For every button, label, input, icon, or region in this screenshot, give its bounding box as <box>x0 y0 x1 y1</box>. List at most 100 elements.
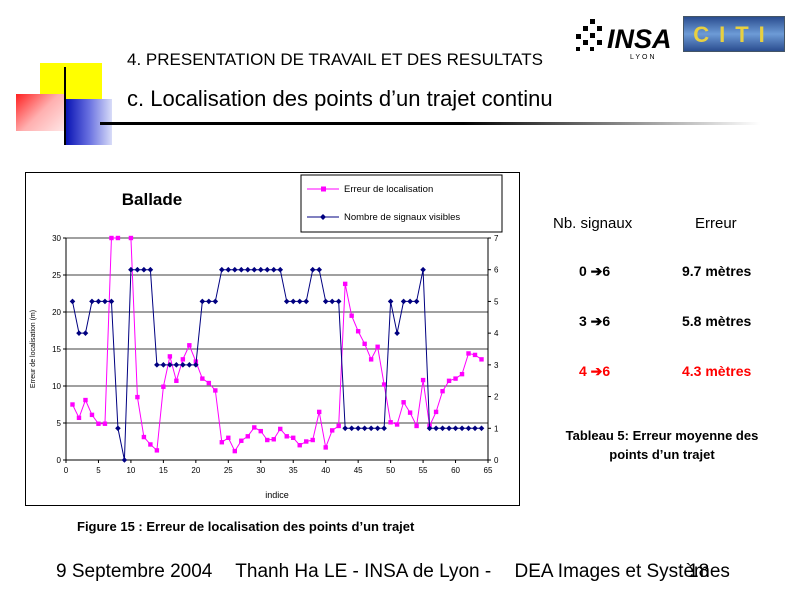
y-right-tick-label: 7 <box>494 234 499 243</box>
x-tick-label: 20 <box>191 466 200 475</box>
data-point-error <box>187 343 192 348</box>
data-point-error <box>420 377 426 383</box>
data-point-signals <box>160 362 167 368</box>
data-point-error <box>349 313 354 318</box>
data-point-error <box>161 384 166 389</box>
data-point-error <box>329 428 335 433</box>
data-point-error <box>115 235 121 241</box>
data-point-error <box>200 376 205 381</box>
data-point-signals <box>219 266 225 273</box>
data-point-signals <box>413 298 420 305</box>
data-point-signals <box>115 425 121 432</box>
data-point-error <box>278 426 283 432</box>
data-point-error <box>245 434 250 439</box>
data-point-error <box>206 380 212 386</box>
x-axis-label: indice <box>265 490 289 500</box>
x-tick-label: 35 <box>289 466 298 475</box>
table-cell-error: 9.7 mètres <box>682 263 752 279</box>
data-point-error <box>109 235 114 241</box>
data-point-error <box>89 412 95 418</box>
data-point-signals <box>212 298 219 305</box>
table-cell-signals: 0 ➔6 <box>579 263 611 279</box>
y-left-tick-label: 15 <box>52 345 61 354</box>
data-point-error <box>355 329 361 334</box>
data-point-error <box>239 438 244 443</box>
data-point-signals <box>167 362 173 368</box>
data-point-error <box>291 435 296 440</box>
data-point-error <box>232 448 237 454</box>
data-point-error <box>342 281 348 287</box>
data-point-signals <box>342 425 348 432</box>
data-point-signals <box>348 425 355 432</box>
data-point-error <box>440 388 445 394</box>
data-point-signals <box>433 425 439 432</box>
data-point-signals <box>316 266 322 273</box>
data-point-signals <box>264 266 271 273</box>
data-point-error <box>213 388 218 393</box>
data-point-signals <box>251 266 258 273</box>
data-point-error <box>466 351 471 356</box>
series-line-error <box>72 237 118 425</box>
error-summary-table: Nb. signaux Erreur 0 ➔6 9.7 mètres 3 ➔6 … <box>545 215 775 395</box>
data-point-signals <box>426 425 433 432</box>
data-point-signals <box>355 425 361 432</box>
x-tick-label: 45 <box>354 466 363 475</box>
footer: 9 Septembre 2004 Thanh Ha LE - INSA de L… <box>56 561 748 583</box>
x-tick-label: 40 <box>321 466 330 475</box>
data-point-signals <box>465 425 472 432</box>
data-point-signals <box>141 266 147 273</box>
data-point-error <box>394 422 400 427</box>
data-point-error <box>219 440 225 445</box>
table-cell-signals: 3 ➔6 <box>579 313 611 329</box>
y-right-tick-label: 1 <box>494 424 499 433</box>
data-point-error <box>70 402 75 407</box>
data-point-signals <box>335 298 342 305</box>
data-point-signals <box>199 298 206 305</box>
data-point-signals <box>128 266 134 273</box>
data-point-signals <box>452 425 459 432</box>
data-point-error <box>317 409 322 415</box>
y-axis-left-label: Erreur de localisation (m) <box>30 310 37 388</box>
data-point-signals <box>69 298 76 305</box>
data-point-error <box>304 439 309 444</box>
y-left-tick-label: 0 <box>57 456 62 465</box>
y-right-tick-label: 4 <box>494 329 499 338</box>
data-point-signals <box>478 425 485 432</box>
y-right-tick-label: 6 <box>494 266 499 275</box>
x-tick-label: 15 <box>159 466 168 475</box>
y-right-tick-label: 5 <box>494 297 499 306</box>
data-point-signals <box>82 330 89 336</box>
y-left-tick-label: 25 <box>52 271 61 280</box>
legend-box <box>300 174 503 233</box>
svg-text:CITI: CITI <box>693 22 775 47</box>
data-point-error <box>297 443 302 448</box>
table-header-error: Erreur <box>695 215 737 232</box>
data-point-signals <box>154 362 160 368</box>
x-tick-label: 65 <box>484 466 493 475</box>
y-left-tick-label: 30 <box>52 234 61 243</box>
table-cell-signals: 4 ➔6 <box>579 363 611 379</box>
citi-logo: CITI <box>683 16 785 52</box>
x-tick-label: 0 <box>64 466 69 475</box>
line-chart: Ballade indice Erreur de localisation (m… <box>30 174 503 500</box>
data-point-signals <box>420 266 426 273</box>
table-cell-error: 5.8 mètres <box>682 313 752 329</box>
data-point-error <box>388 420 393 425</box>
data-point-error <box>433 409 439 415</box>
data-point-error <box>102 421 108 426</box>
data-point-signals <box>290 298 297 305</box>
data-point-error <box>128 235 134 241</box>
data-point-error <box>174 378 179 384</box>
data-point-signals <box>193 362 199 368</box>
legend-label-signals: Nombre de signaux visibles <box>344 212 460 223</box>
data-point-error <box>323 445 328 450</box>
data-point-signals <box>121 457 128 463</box>
data-point-error <box>265 437 270 443</box>
data-point-signals <box>206 298 212 305</box>
data-point-error <box>167 354 173 359</box>
data-point-signals <box>95 298 102 305</box>
data-point-error <box>401 400 406 405</box>
data-point-signals <box>186 362 193 368</box>
data-point-error <box>154 448 160 453</box>
data-point-signals <box>76 330 82 336</box>
